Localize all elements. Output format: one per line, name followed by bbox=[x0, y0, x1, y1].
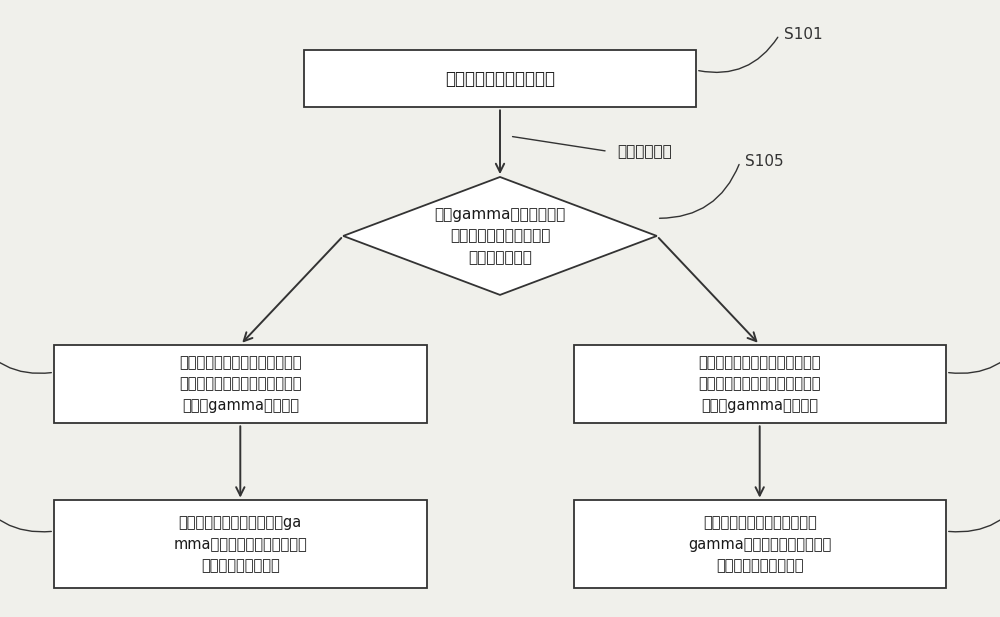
Text: 进入分屏模式: 进入分屏模式 bbox=[618, 144, 672, 159]
Text: S101: S101 bbox=[784, 27, 823, 43]
FancyBboxPatch shape bbox=[54, 345, 426, 423]
Text: 根据该显示信息以及所述第二
gamma调节标准通过数据线配
置第二显示区域的电压: 根据该显示信息以及所述第二 gamma调节标准通过数据线配 置第二显示区域的电压 bbox=[688, 515, 831, 573]
Text: 根据该显示信息以及该第一ga
mma调节标准通过数据线配置
第一显示区域的电压: 根据该显示信息以及该第一ga mma调节标准通过数据线配置 第一显示区域的电压 bbox=[173, 515, 307, 573]
FancyBboxPatch shape bbox=[574, 500, 946, 588]
Text: S105: S105 bbox=[745, 154, 784, 170]
FancyBboxPatch shape bbox=[54, 500, 426, 588]
Text: 当判断出所述选择信号为第一信
号时，获取与所述第一信号对应
的第一gamma调节标准: 当判断出所述选择信号为第一信 号时，获取与所述第一信号对应 的第一gamma调节… bbox=[179, 355, 302, 413]
Polygon shape bbox=[343, 177, 657, 295]
FancyBboxPatch shape bbox=[574, 345, 946, 423]
Text: 获取显示画面的显示信息: 获取显示画面的显示信息 bbox=[445, 70, 555, 88]
Text: 获取gamma调节标准的选
择信号，并判断所述选择
信号的信号类型: 获取gamma调节标准的选 择信号，并判断所述选择 信号的信号类型 bbox=[434, 207, 566, 265]
Text: 当判断出所述选择信号为第二信
号时，获取与所述第二信号对应
的第二gamma调节标准: 当判断出所述选择信号为第二信 号时，获取与所述第二信号对应 的第二gamma调节… bbox=[698, 355, 821, 413]
FancyBboxPatch shape bbox=[304, 50, 696, 107]
